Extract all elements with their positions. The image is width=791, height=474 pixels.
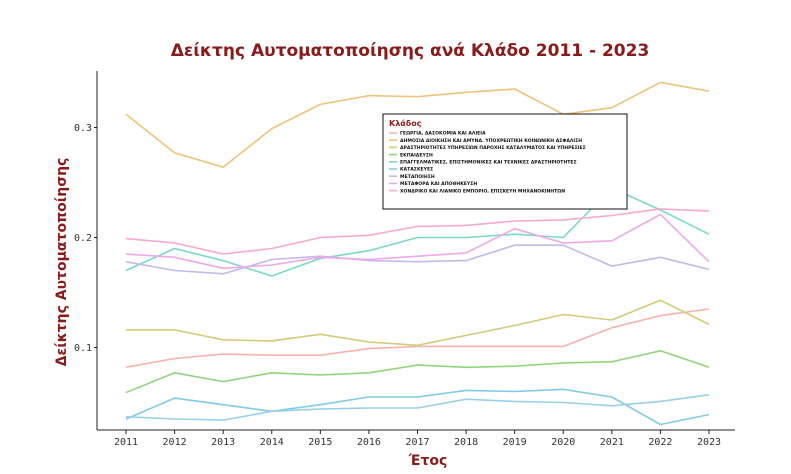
legend-label: ΕΚΠΑΙΔΕΥΣΗ (400, 152, 433, 158)
legend-title: Κλάδος (389, 119, 422, 128)
x-tick-label: 2020 (551, 437, 575, 448)
x-tick-label: 2018 (454, 437, 478, 448)
legend: Κλάδος ΓΕΩΡΓΙΑ, ΔΑΣΟΚΟΜΙΑ ΚΑΙ ΑΛΙΕΙΑΔΗΜΟ… (382, 113, 628, 210)
legend-label: ΔΗΜΟΣΙΑ ΔΙΟΙΚΗΣΗ ΚΑΙ ΑΜΥΝΑ. ΥΠΟΧΡΕΩΤΙΚΗ … (400, 138, 582, 144)
x-tick-label: 2011 (114, 437, 138, 448)
y-axis-ticks: 0.1 0.2 0.3 (74, 123, 97, 354)
x-tick-label: 2014 (260, 437, 284, 448)
series-line-7 (125, 213, 710, 270)
x-tick-label: 2015 (308, 437, 332, 448)
x-tick-label: 2012 (163, 437, 187, 448)
series-line-8 (125, 208, 710, 255)
x-tick-label: 2022 (648, 437, 672, 448)
legend-label: ΜΕΤΑΦΟΡΑ ΚΑΙ ΑΠΟΘΗΚΕΥΣΗ (400, 181, 477, 187)
legend-label: ΕΠΑΓΓΕΛΜΑΤΙΚΕΣ, ΕΠΙΣΤΗΜΟΝΙΚΕΣ ΚΑΙ ΤΕΧΝΙΚ… (400, 160, 577, 166)
series-line-3 (125, 349, 710, 394)
x-tick-label: 2017 (405, 437, 429, 448)
y-axis-title: Δείκτης Αυτοματοποίησης (54, 158, 70, 367)
series-line-0 (125, 308, 710, 369)
x-axis-ticks: 2011 2012 2013 2014 2015 2016 2017 2018 2019 2020… (114, 430, 721, 448)
x-tick-label: 2016 (357, 437, 381, 448)
series-line-5 (125, 388, 710, 426)
y-tick-label: 0.2 (74, 233, 92, 244)
legend-label: ΚΑΤΑΣΚΕΥΕΣ (400, 167, 433, 173)
chart-title: Δείκτης Αυτοματοποίησης ανά Κλάδο 2011 -… (171, 41, 650, 61)
y-tick-label: 0.3 (74, 123, 92, 134)
series-line-1 (125, 81, 710, 168)
x-tick-label: 2013 (211, 437, 235, 448)
x-tick-label: 2023 (697, 437, 721, 448)
x-axis-title: Έτος (408, 453, 448, 469)
x-tick-label: 2019 (503, 437, 527, 448)
legend-label: ΓΕΩΡΓΙΑ, ΔΑΣΟΚΟΜΙΑ ΚΑΙ ΑΛΙΕΙΑ (400, 131, 486, 137)
legend-label: ΧΟΝΔΡΙΚΟ ΚΑΙ ΛΙΑΝΙΚΟ ΕΜΠΟΡΙΟ, ΕΠΙΣΚΕΥΗ Μ… (400, 188, 565, 194)
legend-box (382, 113, 628, 210)
series-line-6 (125, 244, 710, 275)
legend-label: ΔΡΑΣΤΗΡΙΟΤΗΤΕΣ ΥΠΗΡΕΣΙΩΝ ΠΑΡΟΧΗΣ ΚΑΤΑΛΥΜ… (400, 145, 586, 151)
x-tick-label: 2021 (600, 437, 624, 448)
series-line-2 (126, 299, 710, 347)
y-tick-label: 0.1 (74, 343, 92, 354)
series-line-9 (125, 394, 710, 421)
legend-label: ΜΕΤΑΠΟΙΗΣΗ (400, 174, 435, 180)
